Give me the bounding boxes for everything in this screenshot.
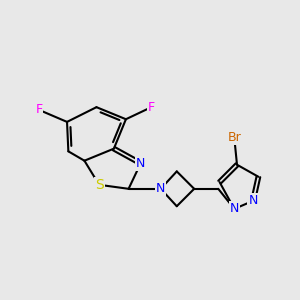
Text: Br: Br [227,131,241,145]
Text: N: N [156,182,165,195]
Text: F: F [148,101,155,114]
Text: S: S [95,178,103,192]
Text: N: N [248,194,258,207]
Text: N: N [230,202,239,215]
Text: F: F [35,103,43,116]
Text: N: N [136,157,145,170]
